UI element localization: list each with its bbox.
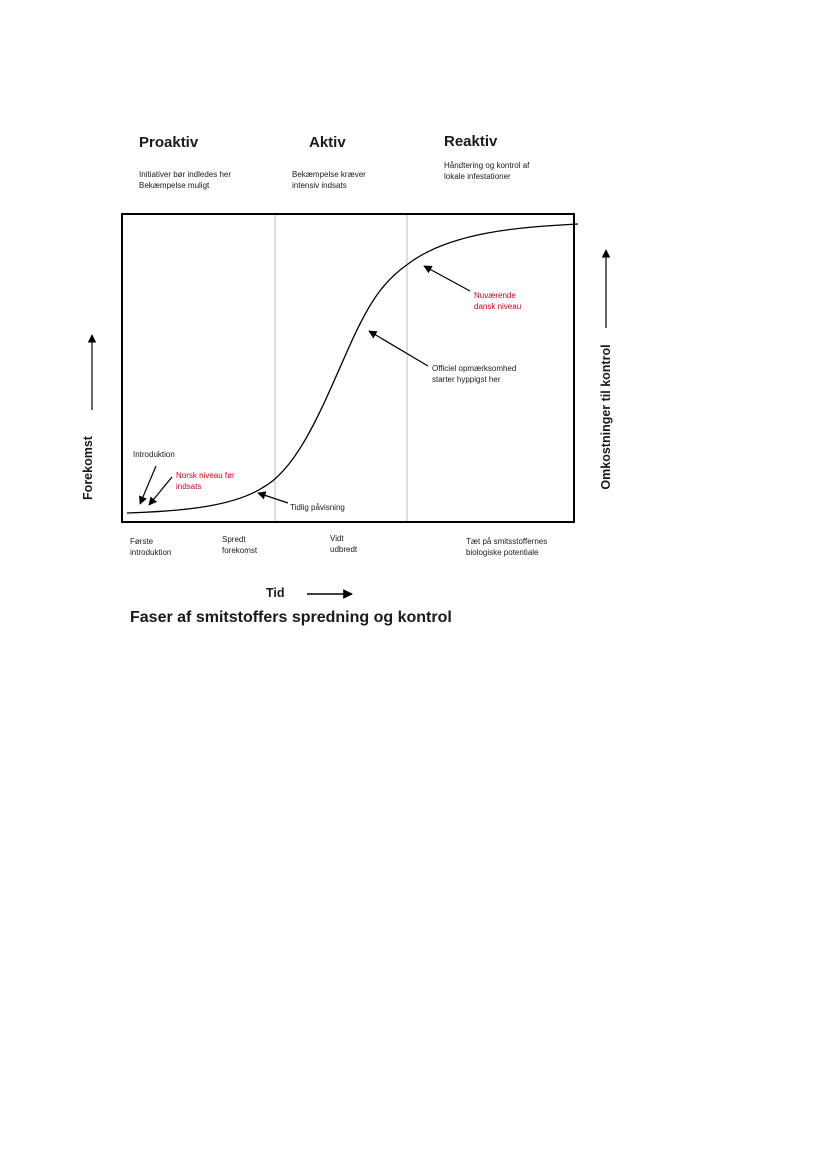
annotation-line: starter hyppigst her [432,375,501,384]
stage-label-4: Tæt på smitsstoffernes biologiske potent… [466,536,547,558]
stage-line: Spredt [222,535,246,544]
y-left-axis-label: Forekomst [81,436,95,500]
annotation-line: Nuværende [474,291,516,300]
stage-label-3: Vidt udbredt [330,533,357,555]
annotation-line: indsats [176,482,202,491]
annotation-nuvaerende: Nuværende dansk niveau [474,290,521,312]
stage-label-2: Spredt forekomst [222,534,257,556]
annotation-line: dansk niveau [474,302,522,311]
phase-title-reaktiv: Reaktiv [444,133,498,150]
stage-label-1: Første introduktion [130,536,171,558]
phase-desc-line: Håndtering og kontrol af [444,161,530,170]
arrow-norsk-niveau [148,476,173,506]
stage-line: Tæt på smitsstoffernes [466,537,548,546]
annotation-officiel: Officiel opmærksomhed starter hyppigst h… [432,363,516,385]
stage-line: Vidt [330,534,344,543]
phase-title-aktiv: Aktiv [309,134,346,151]
annotation-tidlig-pavisning: Tidlig påvisning [290,503,345,512]
phase-desc-line: Bekæmpelse muligt [139,181,210,190]
spread-curve [126,223,579,514]
y-right-axis-label: Omkostninger til kontrol [599,344,613,490]
stage-line: udbredt [330,545,358,554]
phase-desc-reaktiv: Håndtering og kontrol af lokale infestat… [444,160,529,182]
phase-desc-line: Bekæmpelse kræver [292,170,366,179]
phase-desc-line: lokale infestationer [444,172,511,181]
x-axis-label: Tid [266,586,285,600]
arrow-tidlig-pavisning [257,491,289,504]
arrow-officiel [368,330,429,367]
annotation-line: Norsk niveau før [176,471,235,480]
arrow-introduktion [139,465,157,505]
stage-line: introduktion [130,548,172,557]
figure-caption: Faser af smitstoffers spredning og kontr… [130,609,452,626]
stage-line: biologiske potentiale [466,548,539,557]
phase-title-proaktiv: Proaktiv [139,134,199,151]
stage-line: Første [130,537,154,546]
phase-desc-proaktiv: Initiativer bør indledes her Bekæmpelse … [139,169,231,191]
annotation-line: Officiel opmærksomhed [432,364,517,373]
phase-desc-line: intensiv indsats [292,181,347,190]
annotation-introduktion: Introduktion [133,450,175,459]
phase-desc-line: Initiativer bør indledes her [139,170,232,179]
phase-desc-aktiv: Bekæmpelse kræver intensiv indsats [292,169,366,191]
stage-line: forekomst [222,546,258,555]
arrow-nuvaerende [423,265,471,292]
annotation-norsk-niveau: Norsk niveau før indsats [176,470,235,492]
diagram-frame [121,213,575,523]
